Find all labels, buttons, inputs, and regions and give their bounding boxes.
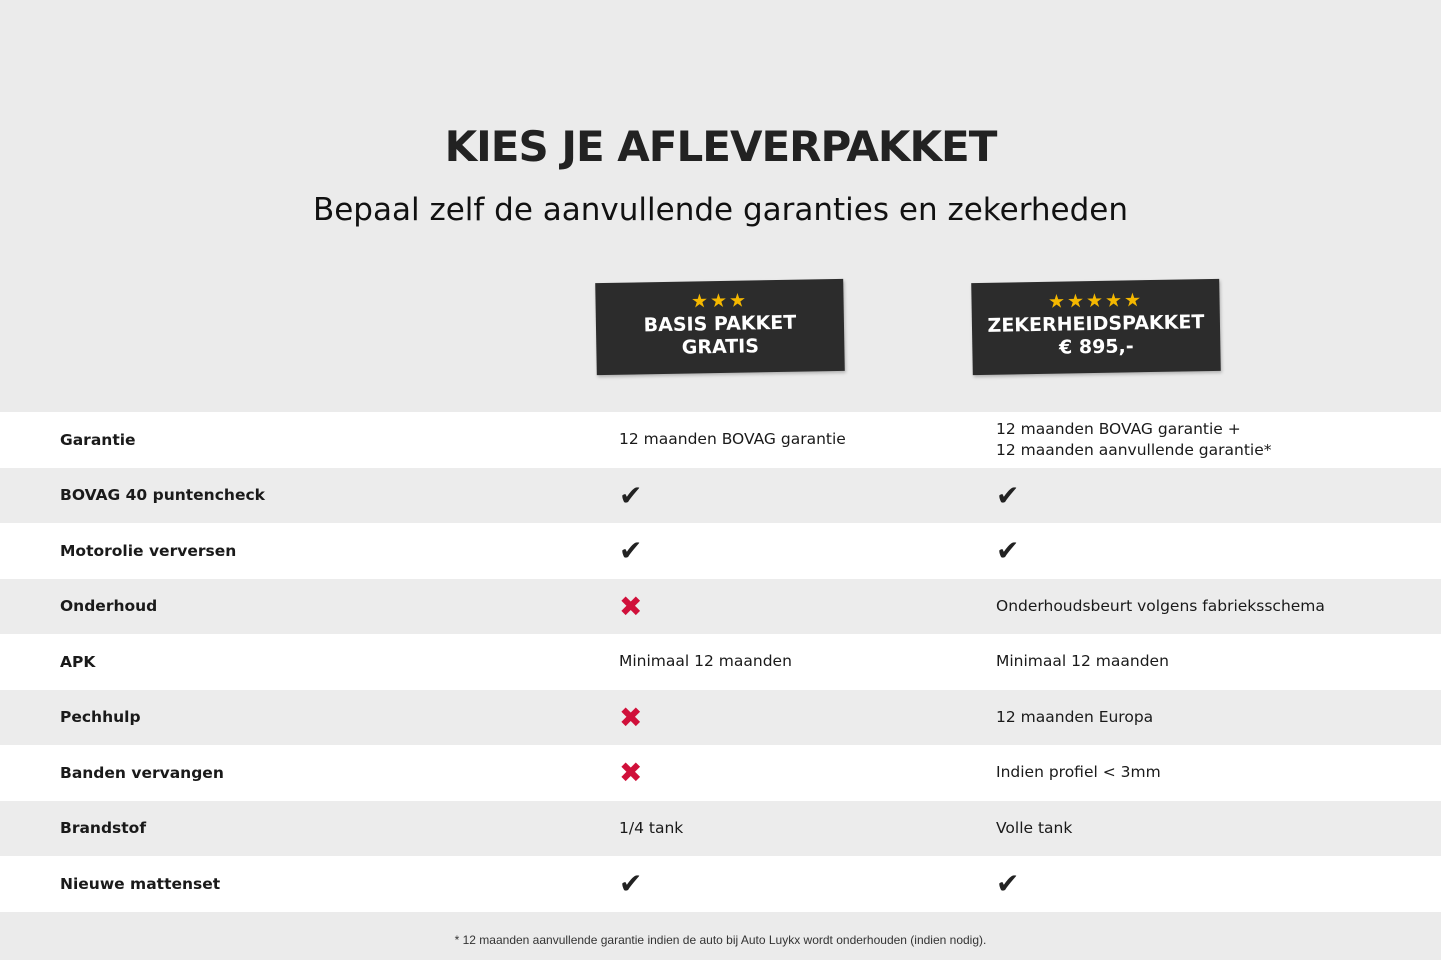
cross-icon: ✖	[619, 700, 643, 734]
comparison-table: Garantie 12 maanden BOVAG garantie 12 maan…	[0, 412, 1441, 912]
table-row: Motorolie verversen ✔ ✔	[0, 523, 1441, 579]
table-row: Nieuwe mattenset ✔ ✔	[0, 856, 1441, 912]
cell-zeker: Onderhoudsbeurt volgens fabrieksschema	[996, 596, 1325, 615]
table-row: Brandstof 1/4 tank Volle tank	[0, 800, 1441, 856]
package-name: ZEKERHEIDSPAKKET	[987, 311, 1205, 337]
check-icon: ✔	[996, 534, 1020, 568]
cell-zeker: 12 maanden Europa	[996, 707, 1154, 726]
check-icon: ✔	[619, 534, 643, 568]
table-row: Onderhoud ✖ Onderhoudsbeurt volgens fabrie…	[0, 578, 1441, 634]
check-icon: ✔	[619, 867, 643, 901]
row-label: Garantie	[60, 430, 136, 449]
check-icon: ✔	[996, 867, 1020, 901]
table-row: Garantie 12 maanden BOVAG garantie 12 maan…	[0, 412, 1441, 468]
row-label: Brandstof	[60, 819, 147, 838]
cross-icon: ✖	[619, 589, 643, 623]
cell-basis: Minimaal 12 maanden	[619, 652, 792, 671]
cell-zeker: 12 maanden BOVAG garantie + 12 maanden a…	[996, 419, 1272, 459]
check-icon: ✔	[996, 478, 1020, 512]
page-subtitle: Bepaal zelf de aanvullende garanties en …	[312, 192, 1129, 228]
table-row: APK Minimaal 12 maanden Minimaal 12 maande…	[0, 634, 1441, 690]
row-label: Motorolie verversen	[60, 541, 237, 560]
table-row: Pechhulp ✖ 12 maanden Europa	[0, 689, 1441, 745]
row-label: Nieuwe mattenset	[60, 874, 221, 893]
row-label: Pechhulp	[60, 708, 141, 727]
cell-zeker: Indien profiel < 3mm	[996, 763, 1161, 782]
row-label: APK	[60, 652, 96, 671]
cell-basis: 12 maanden BOVAG garantie	[619, 430, 846, 449]
row-label: Onderhoud	[60, 597, 158, 616]
row-label: Banden vervangen	[60, 763, 224, 782]
cross-icon: ✖	[619, 756, 643, 790]
cell-zeker: Minimaal 12 maanden	[996, 652, 1169, 671]
page-title: KIES JE AFLEVERPAKKET	[444, 122, 998, 171]
package-badge-basis: ★★★ BASIS PAKKET GRATIS	[595, 278, 845, 376]
footnote: * 12 maanden aanvullende garantie indien…	[454, 933, 987, 947]
row-label: BOVAG 40 puntencheck	[60, 486, 265, 505]
table-row: BOVAG 40 puntencheck ✔ ✔	[0, 467, 1441, 523]
table-row: Banden vervangen ✖ Indien profiel < 3mm	[0, 745, 1441, 801]
cell-basis: 1/4 tank	[619, 818, 684, 837]
package-price: € 895,-	[1058, 335, 1134, 359]
package-price: GRATIS	[681, 335, 760, 359]
package-badge-zekerheid: ★★★★★ ZEKERHEIDSPAKKET € 895,-	[971, 278, 1221, 376]
cell-zeker: Volle tank	[996, 818, 1073, 837]
check-icon: ✔	[619, 478, 643, 512]
